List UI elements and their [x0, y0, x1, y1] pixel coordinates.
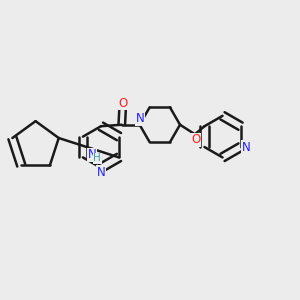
Text: O: O — [191, 133, 200, 146]
Text: O: O — [118, 97, 128, 110]
Text: N: N — [242, 140, 250, 154]
Text: N: N — [136, 112, 144, 125]
Text: N: N — [97, 166, 106, 179]
Text: N: N — [88, 148, 96, 161]
Text: H: H — [93, 154, 101, 164]
